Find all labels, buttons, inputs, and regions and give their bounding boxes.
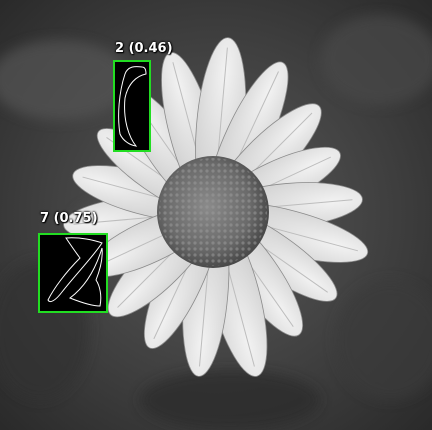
detection-contour-7	[47, 237, 103, 307]
detection-box-2-frame	[113, 60, 151, 152]
detection-box-7-frame	[38, 233, 108, 313]
detection-box-7	[38, 233, 108, 313]
detection-label-2: 2 (0.46)	[115, 41, 173, 56]
detection-box-2	[113, 60, 151, 152]
detection-label-7: 7 (0.75)	[40, 211, 98, 226]
flower-center-texture	[159, 158, 267, 266]
detection-contour-2	[118, 66, 147, 147]
